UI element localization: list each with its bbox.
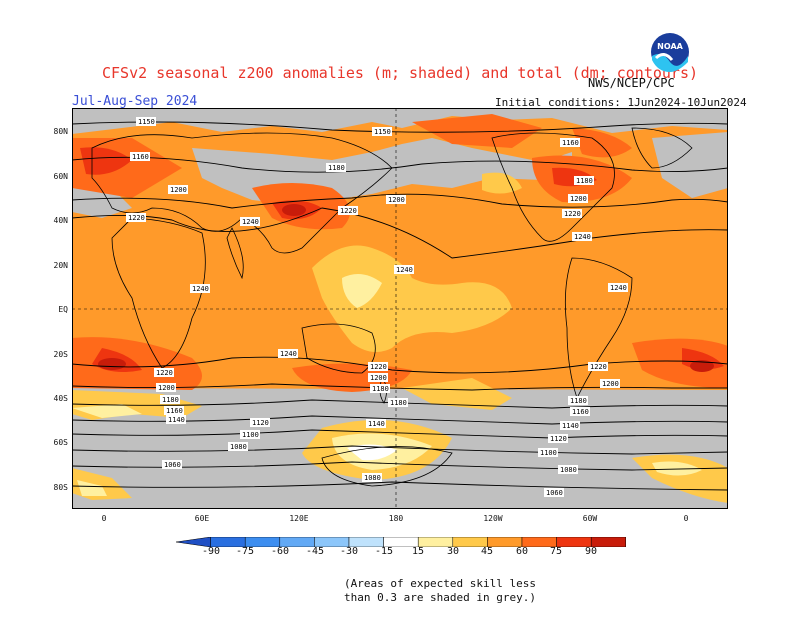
- contour-label-1200f: 1200: [602, 380, 619, 388]
- lat-label-eq: EQ: [58, 305, 68, 314]
- lat-label-40s: 40S: [53, 394, 68, 403]
- contour-labels: 1150 1150 1160 1160 1180 1180 1200 1200 …: [126, 117, 628, 497]
- contour-label-1120b: 1120: [550, 435, 567, 443]
- lon-label-180: 180: [388, 514, 404, 523]
- contour-label-1140b: 1140: [368, 420, 385, 428]
- contour-label-1220e: 1220: [370, 363, 387, 371]
- contour-label-1200c: 1200: [570, 195, 587, 203]
- colorbar-label: -75: [235, 546, 255, 557]
- contour-label-1240f: 1240: [280, 350, 297, 358]
- colorbar-label: 60: [515, 546, 529, 557]
- skill-note-line-1: (Areas of expected skill less: [343, 577, 537, 590]
- anomaly-near-zero: [347, 444, 397, 461]
- colorbar-label: -45: [305, 546, 325, 557]
- contour-label-1160d: 1160: [572, 408, 589, 416]
- contour-label-1160: 1160: [132, 153, 149, 161]
- noaa-logo: NOAA: [651, 33, 689, 72]
- map-frame: [72, 108, 728, 509]
- contour-label-1220: 1220: [128, 214, 145, 222]
- contour-label-1080: 1080: [230, 443, 247, 451]
- contour-label-1080b: 1080: [364, 474, 381, 482]
- colorbar-label: -30: [339, 546, 359, 557]
- contour-label-1080c: 1080: [560, 466, 577, 474]
- lat-label-60n: 60N: [53, 172, 68, 181]
- contour-label-1220c: 1220: [564, 210, 581, 218]
- contour-label-1150: 1150: [138, 118, 155, 126]
- contour-label-1240: 1240: [242, 218, 259, 226]
- contour-label-1200e: 1200: [370, 374, 387, 382]
- colorbar-label: -90: [201, 546, 221, 557]
- colorbar-label: 45: [480, 546, 494, 557]
- lat-label-80s: 80S: [53, 483, 68, 492]
- contour-label-1240b: 1240: [574, 233, 591, 241]
- lat-label-20s: 20S: [53, 350, 68, 359]
- contour-label-1100: 1100: [242, 431, 259, 439]
- contour-label-1180d: 1180: [372, 385, 389, 393]
- contour-label-1200d: 1200: [158, 384, 175, 392]
- colorbar-label: 75: [549, 546, 563, 557]
- contour-label-1180b: 1180: [576, 177, 593, 185]
- chart-title: CFSv2 seasonal z200 anomalies (m; shaded…: [101, 64, 699, 82]
- logo-text: NOAA: [657, 42, 683, 51]
- lat-label-80n: 80N: [53, 127, 68, 136]
- lon-label-120e: 120E: [289, 514, 309, 523]
- contour-label-1180: 1180: [328, 164, 345, 172]
- source-label: NWS/NCEP/CPC: [588, 76, 675, 90]
- contour-label-1160b: 1160: [562, 139, 579, 147]
- contour-label-1240c: 1240: [396, 266, 413, 274]
- skill-note: (Areas of expected skill less than 0.3 a…: [300, 577, 580, 605]
- colorbar-label: 90: [584, 546, 598, 557]
- contour-label-1060: 1060: [164, 461, 181, 469]
- contour-label-1160c: 1160: [166, 407, 183, 415]
- lon-label-60w: 60W: [582, 514, 598, 523]
- colorbar: [176, 537, 626, 547]
- contour-label-1200b: 1200: [388, 196, 405, 204]
- contour-label-1180c: 1180: [162, 396, 179, 404]
- contour-label-1140: 1140: [168, 416, 185, 424]
- contour-label-1220d: 1220: [156, 369, 173, 377]
- lon-label-0b: 0: [683, 514, 689, 523]
- colorbar-label: -15: [374, 546, 394, 557]
- initial-conditions: Initial conditions: 1Jun2024-10Jun2024: [495, 96, 747, 109]
- colorbar-label: 30: [446, 546, 460, 557]
- forecast-period: Jul-Aug-Sep 2024: [72, 94, 198, 109]
- lat-label-20n: 20N: [53, 261, 68, 270]
- world-map: 1150 1150 1160 1160 1180 1180 1200 1200 …: [72, 108, 728, 509]
- contour-label-1060b: 1060: [546, 489, 563, 497]
- contour-label-1180e: 1180: [390, 399, 407, 407]
- contour-label-1150b: 1150: [374, 128, 391, 136]
- gridlines: [72, 108, 728, 509]
- contour-label-1220f: 1220: [590, 363, 607, 371]
- contour-label-1180f: 1180: [570, 397, 587, 405]
- contour-label-1240e: 1240: [610, 284, 627, 292]
- contour-label-1220b: 1220: [340, 207, 357, 215]
- contour-label-1240d: 1240: [192, 285, 209, 293]
- contour-label-1200: 1200: [170, 186, 187, 194]
- lat-label-40n: 40N: [53, 216, 68, 225]
- lon-label-60e: 60E: [194, 514, 210, 523]
- colorbar-label: 15: [411, 546, 425, 557]
- colorbar-label: -60: [270, 546, 290, 557]
- lon-label-0: 0: [101, 514, 107, 523]
- contour-label-1140c: 1140: [562, 422, 579, 430]
- contour-label-1120: 1120: [252, 419, 269, 427]
- lon-label-120w: 120W: [483, 514, 503, 523]
- contour-label-1100b: 1100: [540, 449, 557, 457]
- skill-note-line-2: than 0.3 are shaded in grey.): [343, 591, 537, 604]
- lat-label-60s: 60S: [53, 438, 68, 447]
